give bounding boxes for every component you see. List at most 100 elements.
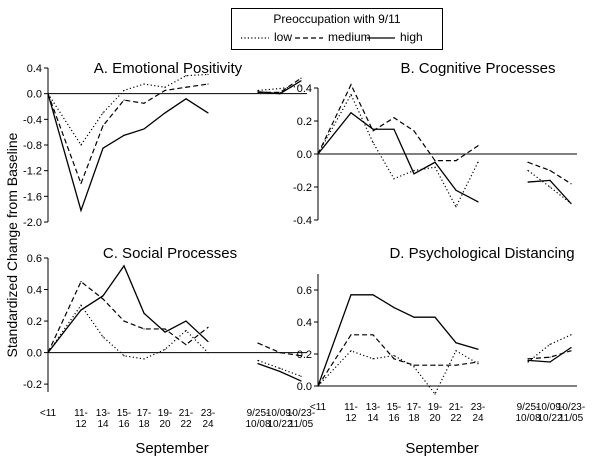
y-tick-label: 0.2 xyxy=(297,349,312,361)
data-point-low xyxy=(413,366,415,368)
data-point-low xyxy=(350,350,352,352)
data-point-high xyxy=(527,359,529,361)
chart-title: C. Social Processes xyxy=(103,245,237,262)
data-point-low xyxy=(570,334,572,336)
data-point-high xyxy=(527,181,529,183)
data-point-low xyxy=(257,89,259,92)
y-tick-label: 0.0 xyxy=(297,381,312,393)
y-tick-label: 0.0 xyxy=(27,348,42,360)
data-point-medium xyxy=(372,334,374,336)
data-point-low xyxy=(434,166,436,168)
data-point-low xyxy=(549,343,551,345)
data-point-low xyxy=(279,367,281,369)
x-tick-label: 19-20 xyxy=(428,402,442,424)
series-line-medium xyxy=(317,83,479,162)
data-point-medium xyxy=(434,160,436,162)
x-axis-label-right: September xyxy=(405,440,479,457)
data-point-high xyxy=(455,189,457,191)
data-point-low xyxy=(434,393,436,395)
data-point-medium xyxy=(80,182,82,185)
data-point-medium xyxy=(102,298,104,300)
data-point-medium xyxy=(80,281,82,283)
data-point-medium xyxy=(393,117,395,119)
series-line-high xyxy=(47,264,209,353)
data-point-medium xyxy=(527,161,529,163)
data-point-medium xyxy=(477,145,479,147)
solid-line-swatch-icon xyxy=(367,37,395,39)
data-point-low xyxy=(527,169,529,172)
data-point-high xyxy=(317,153,319,155)
x-tick-label: 11-12 xyxy=(74,408,88,430)
dashed-line-swatch-icon xyxy=(295,37,323,39)
data-point-medium xyxy=(300,355,302,357)
x-tick-label: 10/23-11/05 xyxy=(287,408,315,430)
data-point-medium xyxy=(434,364,436,366)
series-line-medium xyxy=(47,83,209,186)
y-tick-label: -0.2 xyxy=(293,182,312,194)
data-point-low xyxy=(164,86,166,88)
y-tick-label: -0.4 xyxy=(23,114,42,126)
y-tick-label: 0.4 xyxy=(297,83,312,95)
legend-label-high: high xyxy=(400,30,423,44)
data-point-high xyxy=(434,316,436,318)
series-line-low xyxy=(47,304,209,360)
data-point-high xyxy=(300,80,302,82)
data-point-medium xyxy=(143,102,145,104)
data-point-high xyxy=(350,294,352,296)
data-point-high xyxy=(207,112,209,114)
data-point-medium xyxy=(570,350,572,352)
data-point-low xyxy=(80,304,82,306)
data-point-high xyxy=(455,342,457,344)
data-point-low xyxy=(372,358,374,360)
data-point-low xyxy=(143,83,145,85)
y-tick-label: -0.4 xyxy=(293,215,312,227)
x-tick-label: 15-16 xyxy=(117,408,131,430)
data-point-medium xyxy=(185,86,187,88)
chart-panel: C. Social Processes 0.6 0.4 0.2 0.0 -0.2 <11 11… xyxy=(23,245,315,430)
series-line-low xyxy=(317,93,479,209)
legend: Preoccupation with 9/11 low medium high xyxy=(231,8,443,50)
data-point-low xyxy=(477,363,479,365)
x-tick-label: 19-20 xyxy=(158,408,172,430)
data-point-low xyxy=(350,94,352,96)
x-tick-label: 10/09-10/22 xyxy=(536,402,564,424)
data-point-high xyxy=(393,307,395,309)
data-point-medium xyxy=(413,130,415,132)
y-tick-label: -2.0 xyxy=(23,217,42,229)
data-point-medium xyxy=(207,83,209,85)
y-axis-label: Standardized Change from Baseline xyxy=(4,132,20,358)
data-point-high xyxy=(393,128,395,130)
y-tick-label: 0.6 xyxy=(297,285,312,297)
data-point-medium xyxy=(372,130,374,132)
data-point-low xyxy=(413,169,415,172)
dotted-line-swatch-icon xyxy=(241,37,269,39)
data-point-medium xyxy=(549,356,551,358)
series-line-high xyxy=(47,93,209,213)
chart-title: A. Emotional Positivity xyxy=(94,60,243,77)
x-tick-label: <11 xyxy=(310,402,327,413)
data-point-medium xyxy=(549,169,551,172)
series-line-high xyxy=(317,294,479,387)
data-point-high xyxy=(477,201,479,203)
x-tick-label: 10/23-11/05 xyxy=(557,402,585,424)
data-point-low xyxy=(455,206,457,208)
data-point-medium xyxy=(143,328,145,330)
data-point-medium xyxy=(300,77,302,79)
series-line-low xyxy=(317,349,479,396)
data-point-medium xyxy=(164,328,166,330)
y-tick-label: 0.4 xyxy=(297,317,312,329)
data-point-high xyxy=(123,265,125,267)
series-line-medium xyxy=(47,280,209,353)
data-point-high xyxy=(80,309,82,311)
data-point-medium xyxy=(164,89,166,92)
y-tick-label: -1.2 xyxy=(23,166,42,178)
chart-panel: A. Emotional Positivity 0.4 0.0 -0.4 -0.8 -1.… xyxy=(23,60,307,229)
data-point-low xyxy=(279,87,281,90)
data-point-medium xyxy=(123,99,125,101)
data-point-low xyxy=(102,112,104,114)
series-line-high xyxy=(527,347,572,363)
data-point-medium xyxy=(350,334,352,336)
x-tick-label: 9/25-10/08 xyxy=(515,402,540,424)
data-point-low xyxy=(455,350,457,352)
